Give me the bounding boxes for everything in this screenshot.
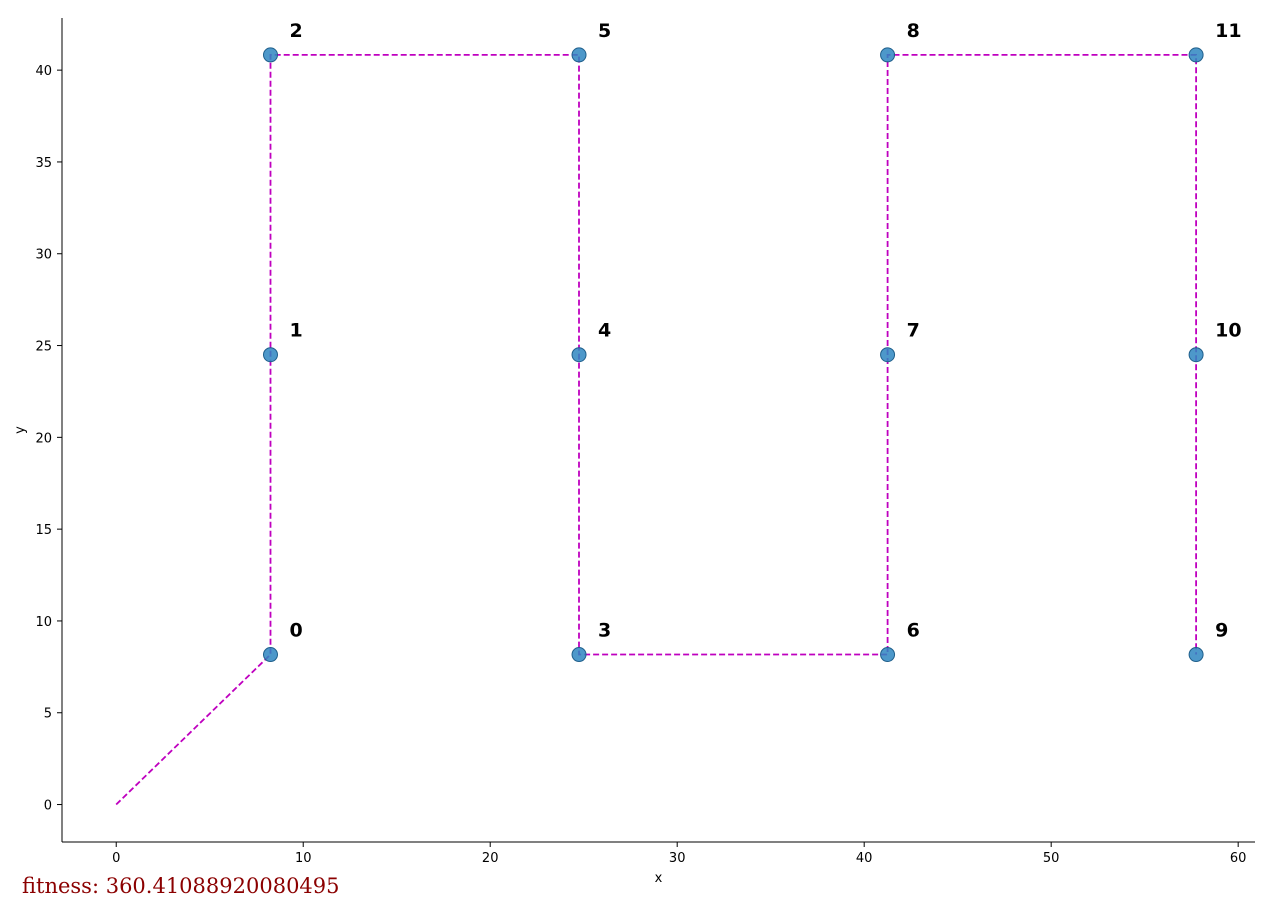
point-label-9: 9 [1215, 620, 1228, 642]
x-tick-label: 60 [1230, 851, 1247, 866]
point-label-5: 5 [598, 20, 611, 42]
point-label-8: 8 [907, 20, 920, 42]
point-label-4: 4 [598, 320, 611, 342]
point-label-1: 1 [289, 320, 302, 342]
y-tick-label: 40 [35, 64, 52, 79]
axes-layer [61, 18, 1255, 843]
x-axis-ticks: 0 10 20 30 40 50 60 [112, 842, 1246, 866]
route-path [115, 54, 1197, 806]
x-axis-label: x [655, 871, 663, 886]
y-tick-label: 5 [44, 707, 52, 722]
point-5 [571, 47, 587, 63]
y-axis-label: y [13, 426, 28, 434]
point-label-10: 10 [1215, 320, 1241, 342]
x-tick-label: 0 [112, 851, 120, 866]
point-11 [1188, 47, 1204, 63]
y-tick-label: 15 [35, 523, 52, 538]
y-tick-label: 30 [35, 248, 52, 263]
point-label-3: 3 [598, 620, 611, 642]
points-layer [262, 47, 1204, 663]
x-tick-label: 40 [856, 851, 873, 866]
point-0 [262, 647, 278, 663]
point-label-6: 6 [907, 620, 920, 642]
route-path-layer [115, 54, 1197, 806]
point-9 [1188, 647, 1204, 663]
point-label-7: 7 [907, 320, 920, 342]
point-2 [262, 47, 278, 63]
y-tick-label: 20 [35, 431, 52, 446]
point-3 [571, 647, 587, 663]
y-tick-label: 0 [44, 799, 52, 814]
point-6 [880, 647, 896, 663]
x-tick-label: 30 [669, 851, 686, 866]
point-label-0: 0 [289, 620, 302, 642]
y-axis-ticks: 0 5 10 15 20 25 30 35 40 [35, 64, 62, 814]
point-1 [262, 347, 278, 363]
y-tick-label: 35 [35, 156, 52, 171]
point-labels-layer: 0 1 2 3 4 5 6 7 8 9 10 11 [289, 20, 1241, 642]
point-label-2: 2 [289, 20, 302, 42]
fitness-readout: fitness: 360.41088920080495 [22, 874, 340, 898]
point-7 [880, 347, 896, 363]
point-label-11: 11 [1215, 20, 1241, 42]
y-tick-label: 25 [35, 340, 52, 355]
x-tick-label: 10 [295, 851, 312, 866]
y-tick-label: 10 [35, 615, 52, 630]
point-4 [571, 347, 587, 363]
x-tick-label: 20 [482, 851, 499, 866]
x-tick-label: 50 [1043, 851, 1060, 866]
point-10 [1188, 347, 1204, 363]
point-8 [880, 47, 896, 63]
